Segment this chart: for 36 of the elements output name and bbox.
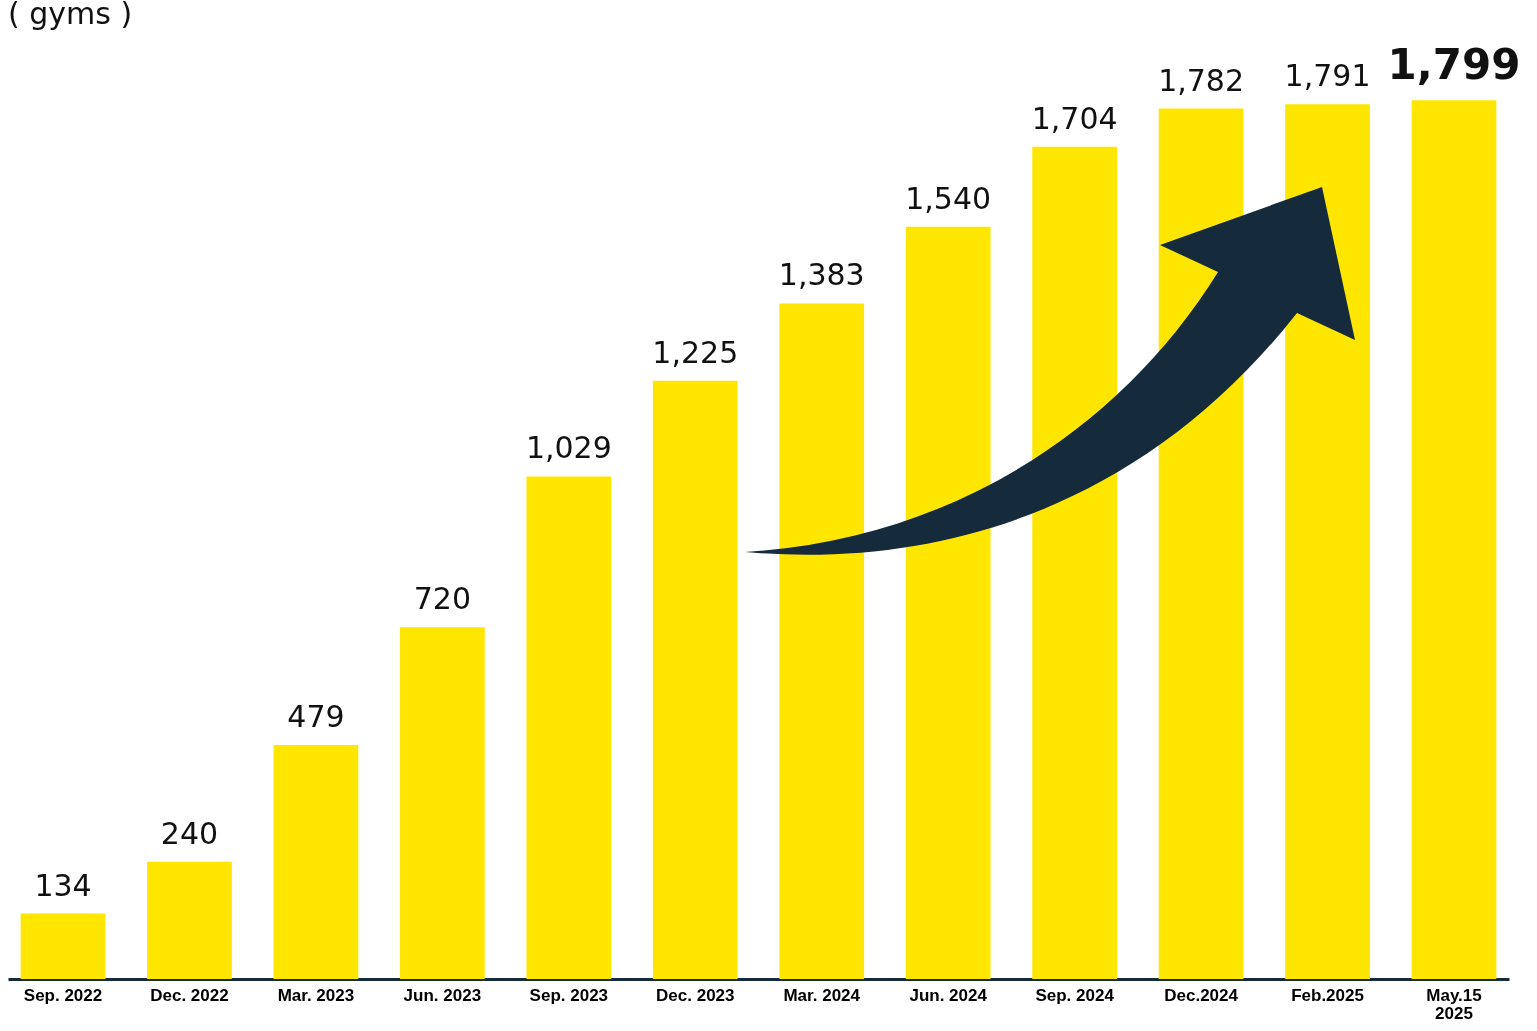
x-tick-label: Sep. 2023 xyxy=(529,985,609,1005)
data-label: 1,799 xyxy=(1387,40,1521,90)
x-tick-label: Dec.2024 xyxy=(1164,985,1239,1005)
data-label: 1,029 xyxy=(525,430,612,466)
x-tick-label: Mar. 2023 xyxy=(277,985,355,1005)
x-tick-label: Feb.2025 xyxy=(1291,985,1364,1005)
bar xyxy=(400,627,485,979)
x-tick-label: Dec. 2022 xyxy=(150,985,229,1005)
x-tick-label: Mar. 2024 xyxy=(783,985,861,1005)
bar xyxy=(1411,100,1497,979)
data-label: 1,791 xyxy=(1284,58,1371,94)
x-tick-label: Dec. 2023 xyxy=(656,985,735,1005)
bar xyxy=(905,226,991,979)
bar xyxy=(779,303,865,979)
y-axis-title: ( gyms ) xyxy=(8,0,133,31)
bar xyxy=(652,380,738,979)
data-label: 240 xyxy=(160,815,219,851)
x-tick-label: May.15 2025 xyxy=(1426,985,1482,1023)
bar xyxy=(1285,104,1370,979)
data-label: 479 xyxy=(287,699,345,735)
x-tick-label: Sep. 2024 xyxy=(1035,985,1115,1005)
bar xyxy=(1032,146,1117,979)
bar xyxy=(273,745,359,979)
data-label: 1,704 xyxy=(1031,100,1118,136)
data-label: 134 xyxy=(34,867,92,903)
x-tick-label: Jun. 2024 xyxy=(909,985,988,1005)
bar xyxy=(20,913,106,979)
data-label: 1,225 xyxy=(652,334,739,370)
x-tick-label: Sep. 2022 xyxy=(23,985,103,1005)
data-label: 1,782 xyxy=(1158,62,1245,98)
bar xyxy=(147,861,232,979)
bar xyxy=(526,476,612,979)
x-tick-label: Jun. 2023 xyxy=(403,985,482,1005)
data-label: 1,383 xyxy=(778,257,865,293)
data-label: 1,540 xyxy=(905,180,992,216)
data-label: 720 xyxy=(413,581,471,617)
